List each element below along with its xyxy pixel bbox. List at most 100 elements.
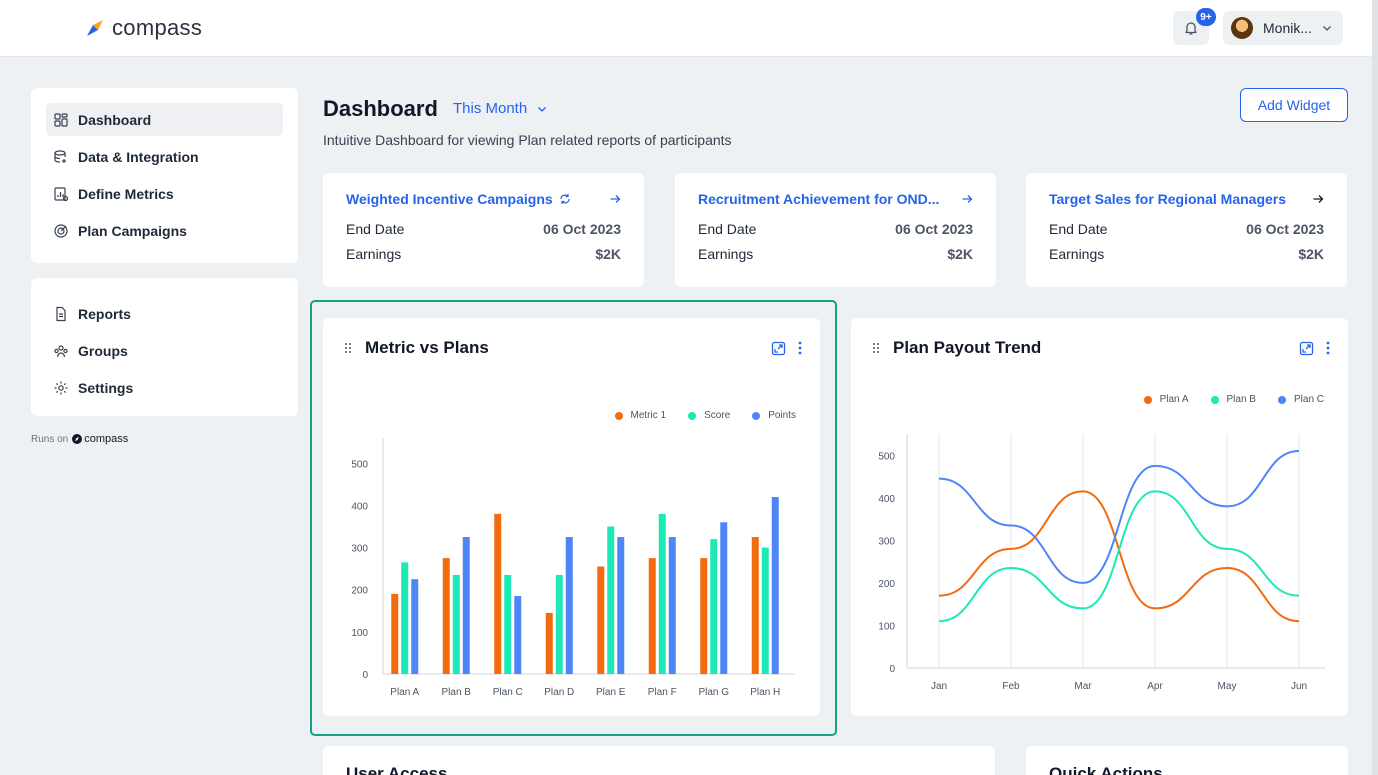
bar xyxy=(494,513,502,674)
x-tick-label: Plan H xyxy=(750,687,780,698)
sidebar-item-data-integration[interactable]: Data & Integration xyxy=(46,140,283,173)
legend-item: Points xyxy=(752,410,796,421)
y-tick-label: 500 xyxy=(351,459,368,470)
period-dropdown[interactable]: This Month xyxy=(453,100,547,117)
notification-badge: 9+ xyxy=(1196,8,1216,26)
compass-logo-icon xyxy=(85,18,105,38)
sidebar-item-label: Data & Integration xyxy=(78,148,199,165)
earnings-label: Earnings xyxy=(1049,246,1105,262)
metrics-icon xyxy=(54,186,69,201)
groups-icon xyxy=(54,344,68,357)
y-tick-label: 400 xyxy=(351,501,368,512)
runs-on-brand-name: compass xyxy=(84,433,129,445)
legend-label: Plan B xyxy=(1226,394,1256,405)
campaign-title[interactable]: Weighted Incentive Campaigns xyxy=(346,191,571,207)
sidebar-item-dashboard[interactable]: Dashboard xyxy=(46,103,283,136)
bar xyxy=(545,612,553,674)
legend-item: Score xyxy=(688,410,730,421)
sidebar-primary: Dashboard Data & Integration Define Metr… xyxy=(31,88,298,263)
selected-widget-outline xyxy=(310,300,837,736)
legend-swatch xyxy=(1143,395,1152,404)
expand-icon[interactable] xyxy=(771,341,786,356)
end-date-label: End Date xyxy=(346,221,405,237)
bar xyxy=(411,579,419,674)
widget-plan-payout-trend[interactable]: Plan Payout Trend Plan A Plan B Plan C 0… xyxy=(851,318,1348,716)
x-tick-label: Jun xyxy=(1291,681,1307,692)
series-line xyxy=(938,490,1300,623)
x-tick-label: Jan xyxy=(931,681,947,692)
drag-handle-icon[interactable] xyxy=(343,342,353,354)
avatar xyxy=(1231,17,1253,39)
sidebar-item-plan-campaigns[interactable]: Plan Campaigns xyxy=(46,214,283,247)
brand-logo[interactable]: compass xyxy=(84,15,202,41)
data-icon xyxy=(54,149,66,163)
legend-item: Plan C xyxy=(1277,394,1324,405)
sidebar-item-label: Reports xyxy=(78,305,131,322)
y-tick-label: 200 xyxy=(878,579,895,590)
bar xyxy=(442,558,450,674)
more-vertical-icon[interactable] xyxy=(1326,341,1330,355)
chart-legend: Plan A Plan B Plan C xyxy=(1143,394,1324,405)
campaign-card[interactable]: Recruitment Achievement for OND... End D… xyxy=(675,173,996,287)
sidebar-item-settings[interactable]: Settings xyxy=(46,371,283,404)
x-tick-label: Plan G xyxy=(698,687,729,698)
series-line xyxy=(938,490,1300,623)
bell-icon xyxy=(1185,22,1197,35)
legend-swatch xyxy=(1210,395,1219,404)
arrow-right-icon[interactable] xyxy=(961,193,973,205)
gear-icon xyxy=(54,381,68,394)
sidebar-item-label: Dashboard xyxy=(78,111,152,128)
sidebar-item-groups[interactable]: Groups xyxy=(46,334,283,367)
series-line xyxy=(938,450,1300,584)
campaign-card[interactable]: Weighted Incentive Campaigns End Date 06 … xyxy=(323,173,644,287)
end-date-value: 06 Oct 2023 xyxy=(1246,221,1324,237)
widget-title: Plan Payout Trend xyxy=(893,338,1042,357)
bar xyxy=(710,539,718,674)
legend-label: Plan A xyxy=(1159,394,1189,405)
campaign-title-text: Recruitment Achievement for OND... xyxy=(698,191,940,207)
bar xyxy=(504,574,512,674)
widget-title: User Access xyxy=(346,764,448,775)
bar xyxy=(514,596,522,674)
bar xyxy=(761,547,769,674)
arrow-right-icon[interactable] xyxy=(1312,193,1324,205)
runs-on-label: Runs on xyxy=(31,433,69,445)
notifications-button[interactable]: 9+ xyxy=(1173,8,1216,45)
legend-swatch xyxy=(1277,395,1286,404)
widget-metric-vs-plans[interactable]: Metric vs Plans Metric 1 Score Points 0 1… xyxy=(323,318,820,716)
widget-title: Metric vs Plans xyxy=(365,338,489,357)
user-menu[interactable]: Monik... xyxy=(1223,11,1343,45)
arrow-right-icon[interactable] xyxy=(609,193,621,205)
legend-item: Plan A xyxy=(1143,394,1189,405)
legend-swatch xyxy=(614,411,623,420)
bar xyxy=(617,537,625,674)
bar xyxy=(452,574,460,674)
x-tick-label: Mar xyxy=(1074,681,1092,692)
more-vertical-icon[interactable] xyxy=(798,341,802,355)
campaign-title[interactable]: Recruitment Achievement for OND... xyxy=(698,191,939,207)
scrollbar[interactable] xyxy=(1372,0,1378,775)
widget-user-access[interactable]: User Access xyxy=(323,746,995,775)
report-icon xyxy=(56,306,66,321)
chevron-down-icon xyxy=(1323,26,1331,31)
y-tick-label: 0 xyxy=(362,670,368,681)
line-chart: 0 100 200 300 400 500 Jan Feb Mar Apr May Jun xyxy=(878,434,1325,692)
legend-label: Points xyxy=(768,410,796,421)
add-widget-button[interactable]: Add Widget xyxy=(1240,88,1348,122)
bar xyxy=(597,566,605,674)
campaign-card[interactable]: Target Sales for Regional Managers End D… xyxy=(1026,173,1347,287)
bar xyxy=(391,593,399,674)
y-tick-label: 100 xyxy=(351,628,368,639)
drag-handle-icon[interactable] xyxy=(871,342,881,354)
sidebar-item-reports[interactable]: Reports xyxy=(46,297,283,330)
campaign-title[interactable]: Target Sales for Regional Managers xyxy=(1049,191,1286,207)
legend-swatch xyxy=(688,411,697,420)
widget-quick-actions[interactable]: Quick Actions xyxy=(1026,746,1348,775)
brand-name: compass xyxy=(112,15,203,40)
expand-icon[interactable] xyxy=(1299,341,1314,356)
bar xyxy=(401,562,409,674)
page-subtitle: Intuitive Dashboard for viewing Plan rel… xyxy=(323,132,732,148)
target-icon xyxy=(54,223,68,238)
period-label: This Month xyxy=(453,100,528,117)
sidebar-item-define-metrics[interactable]: Define Metrics xyxy=(46,177,283,210)
